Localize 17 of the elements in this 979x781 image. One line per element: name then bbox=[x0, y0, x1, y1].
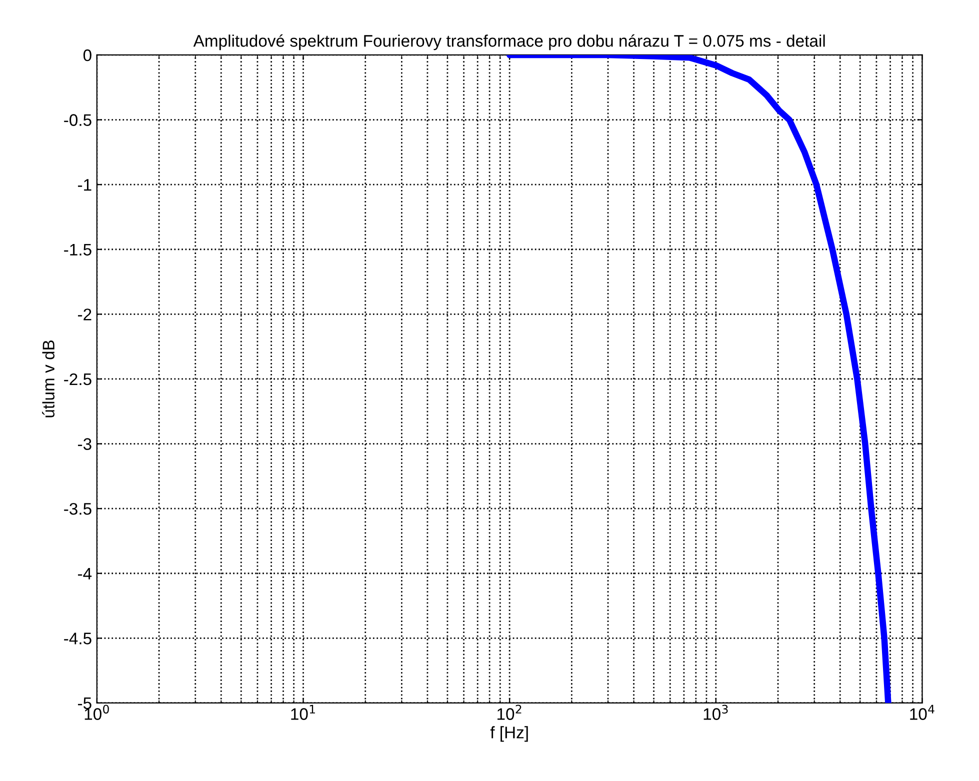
x-tick-label: 10$^{3}$ bbox=[704, 704, 728, 720]
y-tick-label: -1.5 bbox=[64, 244, 92, 256]
y-tick-label: -3.5 bbox=[64, 502, 92, 515]
y-tick-label: -4.5 bbox=[64, 632, 92, 644]
x-tick-label: 10$^{4}$ bbox=[910, 704, 934, 720]
x-axis-title: f [Hz] bbox=[490, 726, 528, 742]
x-tick-label: 10$^{2}$ bbox=[498, 704, 522, 720]
y-tick-label: -2 bbox=[78, 308, 92, 320]
y-tick-label: -4 bbox=[78, 568, 92, 580]
y-tick-label: -2.5 bbox=[64, 373, 92, 386]
y-tick-label: -3 bbox=[78, 438, 92, 450]
y-tick-label: 0 bbox=[83, 49, 92, 62]
x-tick-label: 10$^{1}$ bbox=[291, 704, 315, 720]
y-axis-title: útlum v dB bbox=[42, 340, 54, 418]
y-tick-label: -1 bbox=[78, 179, 92, 191]
chart-title: Amplitudové spektrum Fourierovy transformace pro dobu nárazu T = 0.075 ms - detail bbox=[193, 34, 825, 50]
y-tick-label: -0.5 bbox=[64, 114, 92, 126]
